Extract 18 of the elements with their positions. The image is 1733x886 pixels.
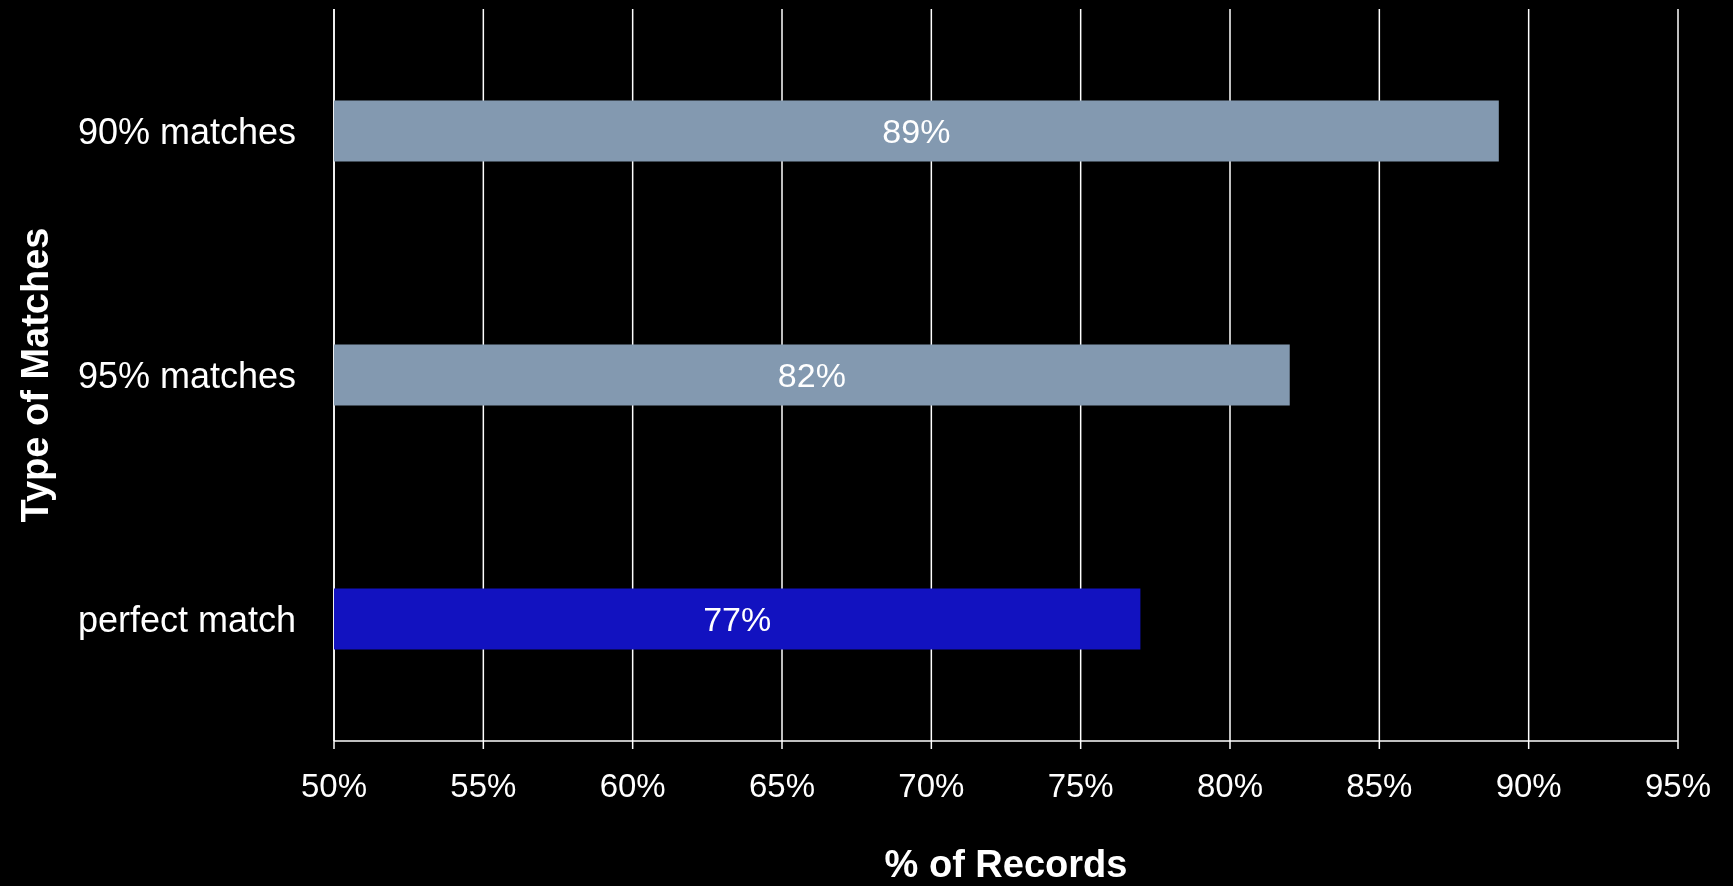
x-tick-label: 65% <box>748 767 816 804</box>
x-tick-label: 85% <box>1346 767 1413 804</box>
y-tick-label: 90% matches <box>77 110 296 152</box>
data-label: 82% <box>777 355 846 394</box>
x-tick-label: 80% <box>1196 767 1264 804</box>
x-tick-label: 75% <box>1047 767 1114 804</box>
data-label: 77% <box>703 599 772 638</box>
x-tick-label: 90% <box>1495 767 1562 804</box>
x-tick-label: 70% <box>898 767 965 804</box>
data-label: 89% <box>882 111 951 150</box>
x-tick-label: 55% <box>450 767 517 804</box>
y-axis-title: Type of Matches <box>14 227 56 523</box>
x-axis-title: % of Records <box>884 843 1128 885</box>
x-tick-label: 60% <box>599 767 666 804</box>
x-tick-label: 50% <box>300 767 368 804</box>
y-tick-label: perfect match <box>77 598 296 640</box>
x-tick-label: 95% <box>1644 767 1712 804</box>
y-tick-label: 95% matches <box>77 354 296 396</box>
